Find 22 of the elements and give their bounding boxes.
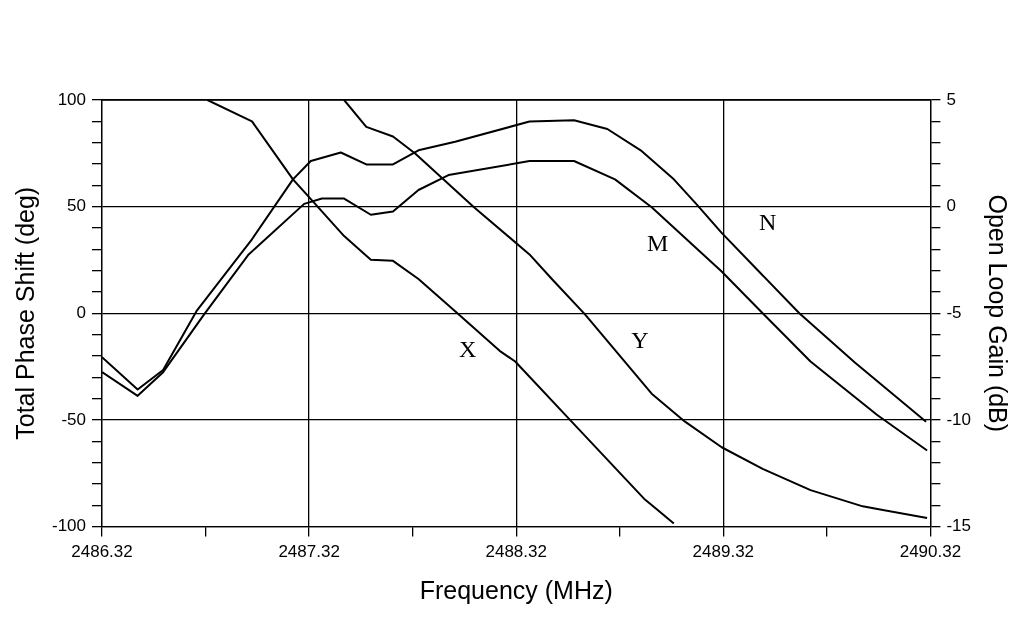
x-tick-label: 2487.32 [278, 542, 340, 562]
x-tick-label: 2489.32 [692, 542, 755, 562]
series-label: N [759, 209, 777, 236]
x-axis-title: Frequency (MHz) [419, 575, 613, 604]
series-label: M [647, 229, 669, 256]
series-label: Y [631, 326, 649, 353]
y2-tick-label: -5 [946, 302, 962, 322]
y-tick-label: -50 [61, 409, 87, 429]
y2-tick-label: -10 [946, 409, 972, 429]
x-tick-label: 2488.32 [485, 542, 547, 562]
series-label: X [458, 336, 477, 363]
y-tick-label: -100 [51, 516, 87, 536]
y2-tick-label: 0 [946, 196, 956, 216]
y2-tick-label: -15 [946, 516, 972, 536]
y-tick-label: 100 [57, 89, 87, 109]
y-tick-label: 0 [76, 302, 87, 322]
y-tick-label: 50 [67, 196, 87, 216]
x-tick-label: 2486.32 [71, 542, 133, 562]
y2-tick-label: 5 [946, 89, 956, 109]
y2-axis-title: Open Loop Gain (dB) [984, 194, 1013, 433]
y-axis-title: Total Phase Shift (deg) [10, 186, 39, 440]
x-tick-label: 2490.32 [899, 542, 962, 562]
